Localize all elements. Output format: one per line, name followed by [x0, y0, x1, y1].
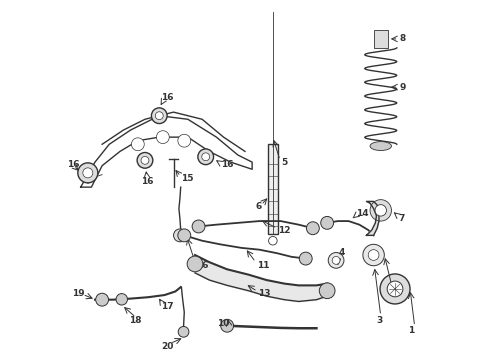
- Circle shape: [299, 252, 312, 265]
- Text: 6: 6: [256, 202, 262, 211]
- Ellipse shape: [370, 141, 392, 150]
- Circle shape: [387, 281, 403, 297]
- Circle shape: [137, 153, 153, 168]
- Circle shape: [116, 294, 127, 305]
- Circle shape: [380, 274, 410, 304]
- Text: 20: 20: [161, 342, 173, 351]
- Text: 3: 3: [376, 315, 382, 324]
- Text: 4: 4: [339, 248, 345, 257]
- Circle shape: [202, 153, 210, 161]
- Circle shape: [156, 131, 169, 144]
- Circle shape: [269, 237, 277, 245]
- Circle shape: [178, 134, 191, 147]
- Circle shape: [328, 252, 344, 268]
- Text: 18: 18: [129, 316, 142, 325]
- Circle shape: [78, 163, 98, 183]
- Polygon shape: [367, 202, 379, 235]
- Circle shape: [375, 204, 387, 216]
- Text: 16: 16: [141, 176, 153, 185]
- Circle shape: [368, 249, 379, 260]
- Circle shape: [173, 229, 186, 242]
- Text: 9: 9: [399, 83, 406, 92]
- Circle shape: [220, 319, 234, 332]
- Text: 16: 16: [67, 160, 79, 169]
- Text: 17: 17: [161, 302, 173, 311]
- Text: 16: 16: [196, 261, 208, 270]
- Text: 19: 19: [73, 289, 85, 298]
- Text: 15: 15: [181, 175, 194, 184]
- Circle shape: [306, 222, 319, 235]
- Circle shape: [96, 293, 109, 306]
- Circle shape: [198, 149, 214, 165]
- Text: 1: 1: [408, 326, 415, 335]
- Circle shape: [192, 220, 205, 233]
- Circle shape: [363, 244, 384, 266]
- Bar: [374, 30, 388, 48]
- Circle shape: [155, 112, 163, 120]
- Text: 7: 7: [398, 214, 405, 223]
- Circle shape: [321, 216, 334, 229]
- Text: 16: 16: [161, 93, 173, 102]
- Circle shape: [370, 200, 392, 221]
- Circle shape: [141, 157, 149, 164]
- Text: 13: 13: [258, 289, 270, 298]
- Circle shape: [83, 168, 93, 178]
- Text: 10: 10: [218, 319, 230, 328]
- Text: 11: 11: [257, 261, 270, 270]
- Text: 12: 12: [278, 226, 291, 235]
- Circle shape: [178, 327, 189, 337]
- Circle shape: [332, 256, 340, 264]
- Circle shape: [151, 108, 167, 123]
- Circle shape: [178, 229, 191, 242]
- Text: 2: 2: [392, 286, 398, 295]
- Text: 16: 16: [220, 161, 233, 170]
- Text: 8: 8: [399, 35, 406, 44]
- Text: 14: 14: [356, 209, 369, 218]
- Circle shape: [319, 283, 335, 298]
- Circle shape: [187, 256, 203, 272]
- Circle shape: [131, 138, 144, 151]
- Bar: [268, 144, 278, 234]
- Text: 5: 5: [281, 158, 288, 167]
